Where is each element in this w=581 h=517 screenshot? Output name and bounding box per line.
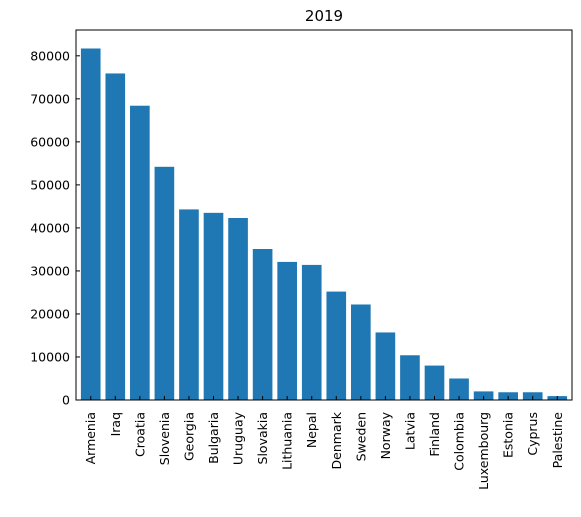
- x-tick-label: Finland: [427, 412, 442, 457]
- x-tick-label: Sweden: [353, 412, 368, 461]
- bars-group: [80, 48, 568, 400]
- x-tick-label: Slovakia: [255, 412, 270, 464]
- y-tick-label: 70000: [30, 91, 70, 106]
- bar-lithuania: [277, 261, 297, 400]
- bar-armenia: [80, 48, 101, 400]
- bar-norway: [375, 332, 396, 400]
- bar-slovenia: [154, 166, 175, 400]
- x-tick-label: Armenia: [83, 412, 98, 464]
- bar-slovakia: [252, 248, 273, 400]
- bar-croatia: [130, 105, 150, 400]
- chart-title: 2019: [305, 7, 343, 25]
- bar-denmark: [326, 291, 347, 400]
- bar-luxembourg: [473, 391, 494, 400]
- x-tick-label: Cyprus: [525, 412, 540, 456]
- plot-frame: [75, 29, 573, 401]
- bar-bulgaria: [203, 212, 224, 400]
- y-tick-label: 50000: [30, 177, 70, 192]
- y-tick-label: 20000: [30, 306, 70, 321]
- y-tick-label: 60000: [30, 134, 70, 149]
- bar-colombia: [449, 378, 469, 400]
- y-axis: 0 10000 20000 30000 40000 50000 60000 70000 8000…: [30, 48, 80, 408]
- y-tick-label: 10000: [30, 349, 70, 364]
- bar-latvia: [400, 355, 420, 400]
- x-tick-label: Nepal: [304, 412, 319, 448]
- x-tick-label: Norway: [378, 411, 393, 459]
- x-axis: Armenia Iraq Croatia Slovenia Georgia Bulgari…: [83, 396, 565, 490]
- y-tick-label: 30000: [30, 263, 70, 278]
- x-tick-label: Latvia: [402, 412, 417, 450]
- x-tick-label: Palestine: [550, 412, 565, 469]
- x-tick-label: Denmark: [329, 411, 344, 469]
- x-tick-label: Colombia: [452, 412, 467, 471]
- bar-uruguay: [228, 218, 248, 400]
- x-tick-label: Lithuania: [280, 412, 295, 470]
- y-tick-label: 40000: [30, 220, 70, 235]
- bar-sweden: [351, 304, 371, 400]
- x-tick-label: Estonia: [501, 412, 516, 458]
- y-tick-label: 80000: [30, 48, 70, 63]
- x-tick-label: Uruguay: [231, 411, 246, 465]
- x-tick-label: Croatia: [132, 412, 147, 457]
- x-tick-label: Georgia: [181, 412, 196, 461]
- y-tick-label: 0: [62, 393, 70, 408]
- x-tick-label: Iraq: [108, 412, 123, 436]
- x-tick-label: Slovenia: [157, 412, 172, 465]
- bar-nepal: [301, 264, 322, 400]
- x-tick-label: Bulgaria: [206, 412, 221, 464]
- x-tick-label: Luxembourg: [476, 412, 491, 490]
- bar-georgia: [179, 209, 199, 400]
- bar-finland: [424, 365, 445, 400]
- bar-iraq: [105, 73, 126, 400]
